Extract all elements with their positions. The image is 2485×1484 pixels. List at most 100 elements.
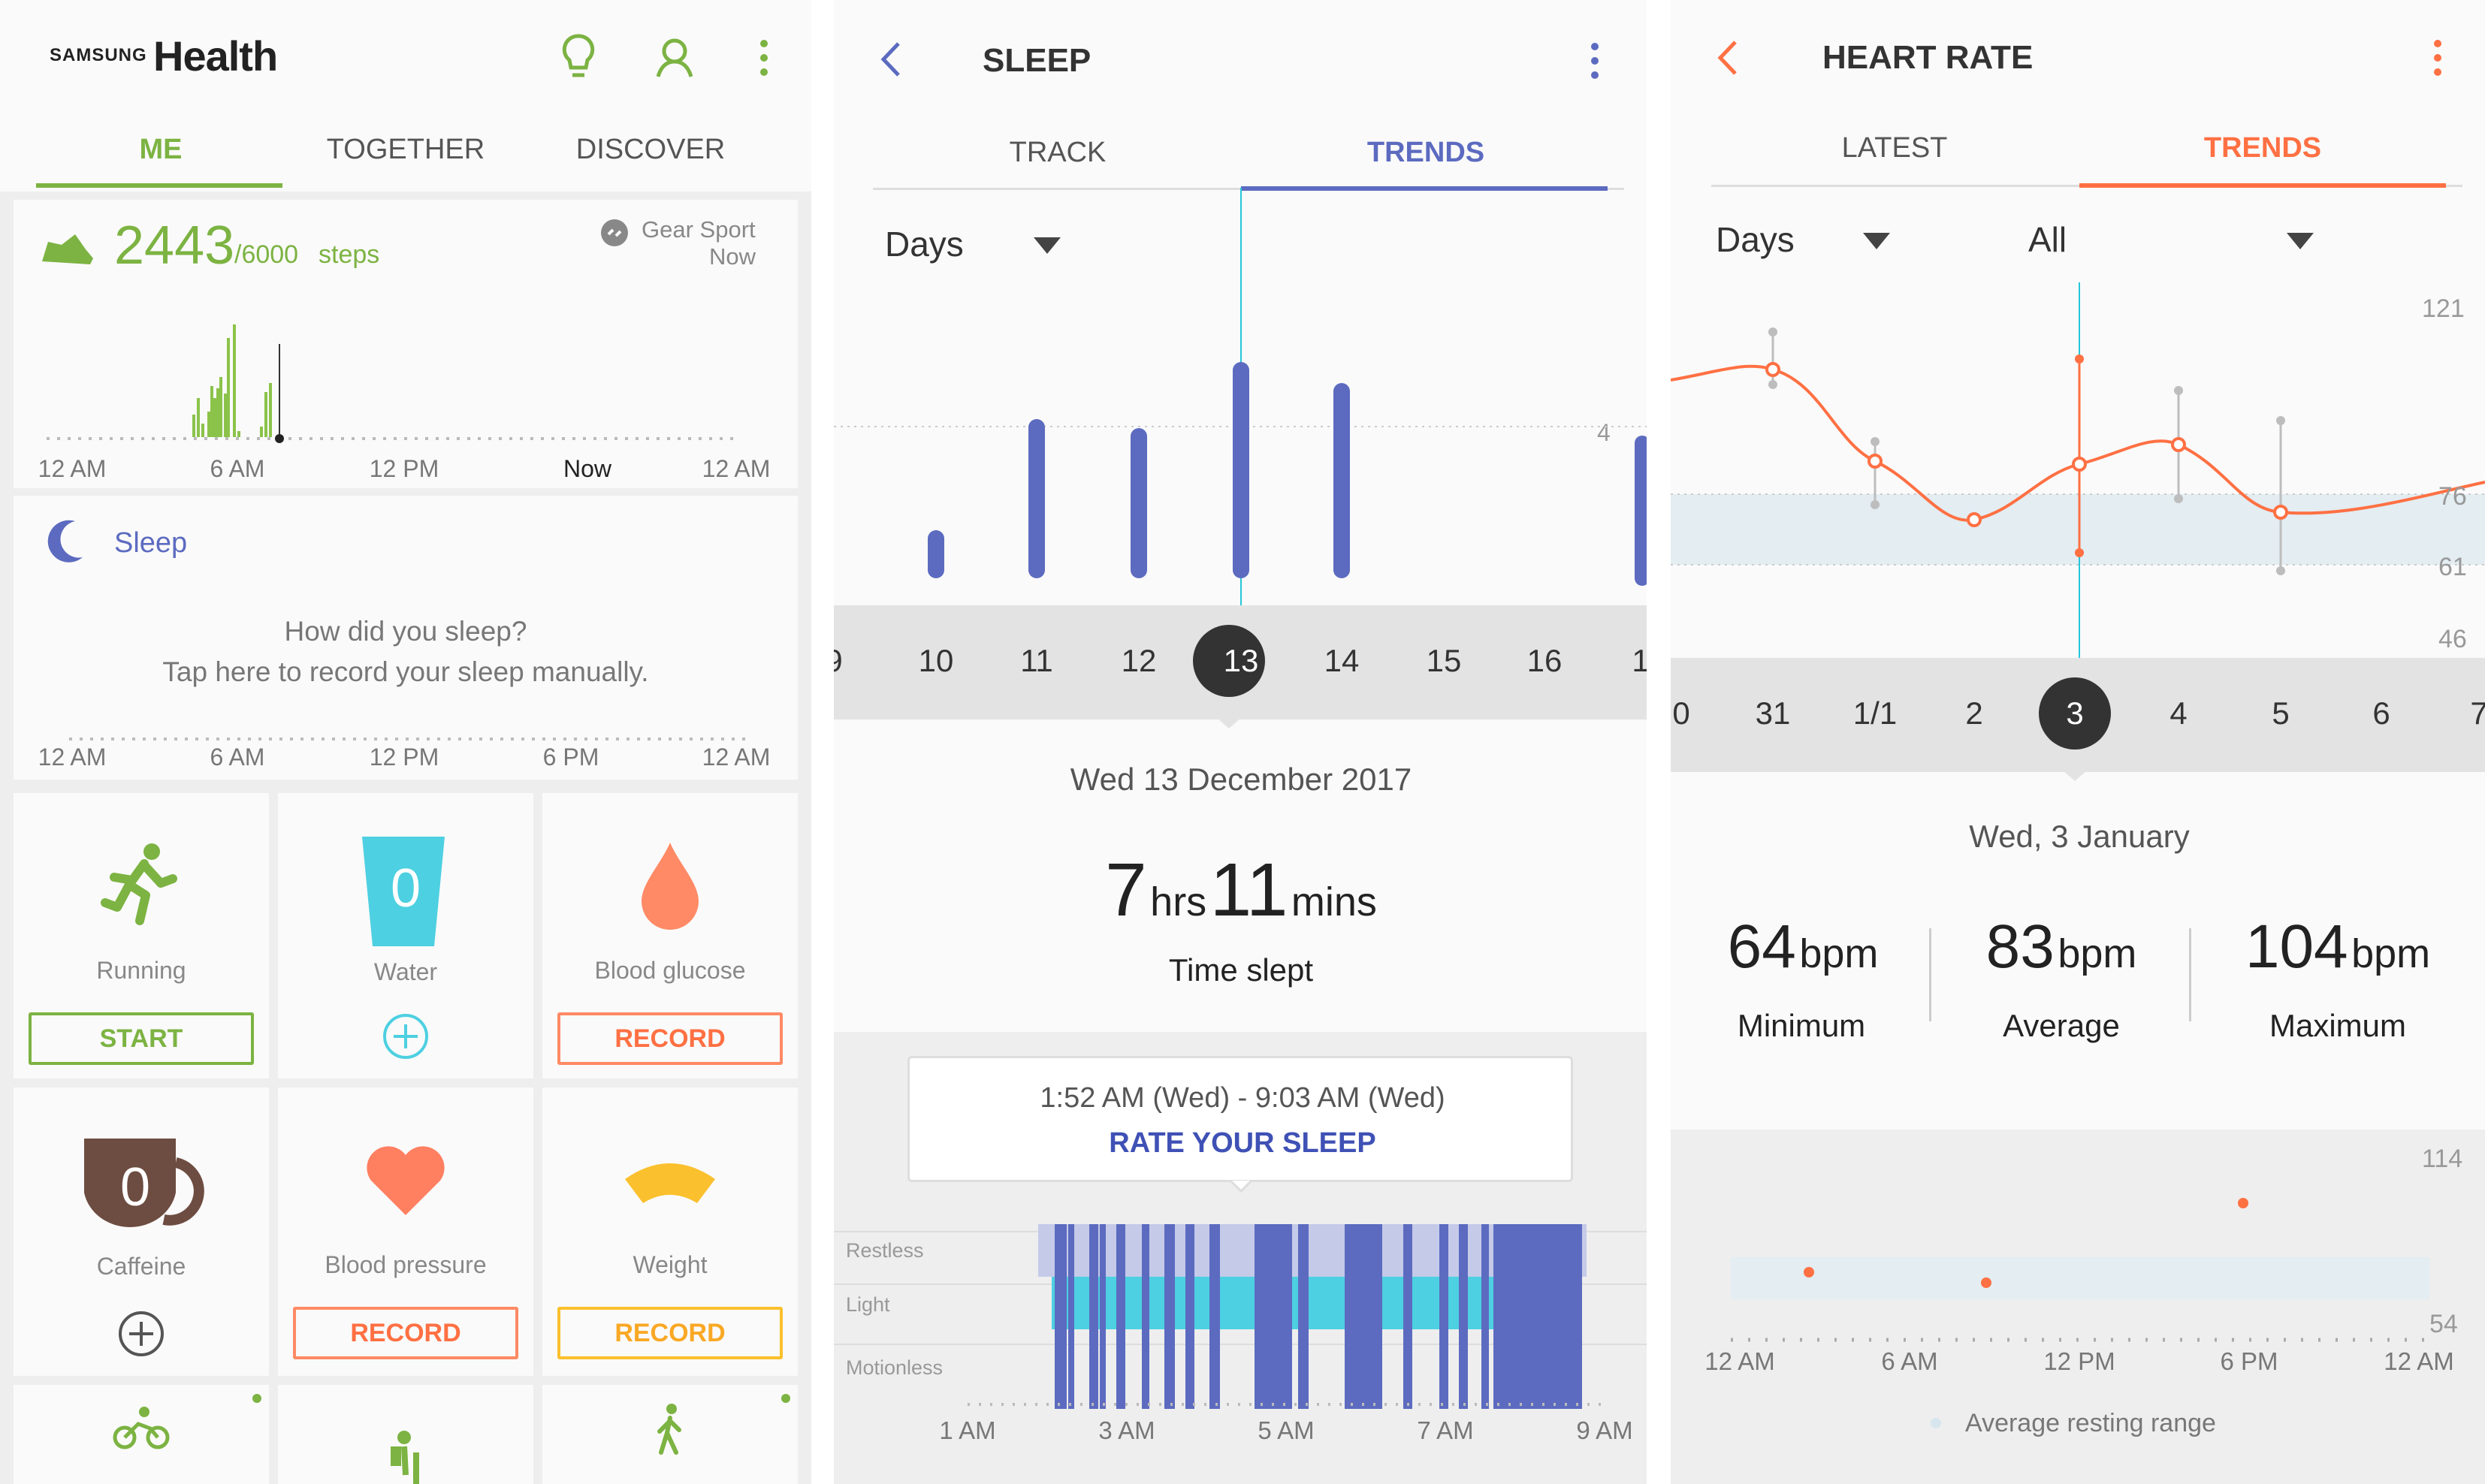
sleep-stage-block [1055,1224,1067,1409]
day-label[interactable]: 16 [1526,643,1563,678]
back-arrow-icon[interactable] [880,41,901,78]
water-cup-icon [362,837,445,946]
day-label[interactable]: 2 [1965,695,1983,731]
step-bar [210,386,213,437]
summary-card-pointer [1229,1179,1253,1193]
add-caffeine-icon[interactable] [117,1310,165,1358]
sleep-time-range: 1:52 AM (Wed) - 9:03 AM (Wed) [1040,1082,1445,1114]
daily-average-point [2072,457,2087,472]
steps-axis-label: 12 AM [702,455,771,482]
sleep-card[interactable]: Sleep How did you sleep? Tap here to rec… [14,496,798,780]
back-arrow-icon[interactable] [1717,39,1738,77]
more-menu-icon[interactable] [2432,39,2443,77]
hiking-tile[interactable] [278,1385,533,1484]
water-count: 0 [390,858,421,918]
chevron-down-icon[interactable] [1863,233,1890,249]
cycling-icon [113,1407,170,1449]
tab-track[interactable]: TRACK [1009,137,1107,168]
period-select[interactable]: Days [1716,220,1795,259]
sleep-axis-label: 6 PM [542,744,599,771]
water-tile[interactable]: 0 Water [278,793,533,1078]
chevron-down-icon[interactable] [2287,233,2314,249]
tab-me[interactable]: ME [139,134,183,165]
tab-latest[interactable]: LATEST [1841,132,1948,164]
running-start-button[interactable]: START [29,1012,254,1065]
day-label[interactable]: 0 [1672,695,1690,731]
weight-tile[interactable]: Weight RECORD [542,1087,798,1376]
step-bar [219,377,222,437]
step-bar [260,427,263,437]
sleep-stage-block [1116,1224,1125,1409]
sleep-stage-block [1364,1224,1375,1409]
brand-samsung: SAMSUNG [50,45,147,65]
chevron-down-icon[interactable] [1034,237,1061,254]
day-label[interactable]: 5 [2272,695,2290,731]
day-label[interactable]: 11 [1020,643,1053,678]
day-label[interactable]: 1 [1632,643,1647,678]
together-people-icon[interactable] [655,36,697,78]
stat-value: 64 [1727,912,1796,981]
walking-tile[interactable] [542,1385,798,1484]
day-label[interactable]: 15 [1426,643,1462,678]
selected-day-pointer [2063,771,2087,781]
time-axis-label: 1 AM [939,1416,996,1444]
day-label-selected[interactable]: 13 [1223,643,1259,678]
steps-unit: steps [319,240,380,269]
step-bar [216,388,219,437]
caffeine-tile[interactable]: 0 Caffeine [14,1087,269,1376]
sleep-axis-label: 6 AM [210,744,265,771]
sleep-stage-block [1255,1224,1292,1409]
stage-label-light: Light [846,1293,890,1316]
watch-link-icon [601,219,628,246]
day-label-selected[interactable]: 3 [2066,695,2084,731]
blood-glucose-record-button[interactable]: RECORD [557,1012,783,1065]
device-name: Gear Sport [642,216,756,243]
step-bar [237,431,240,437]
range-max-point [2174,386,2183,395]
blood-pressure-tile[interactable]: Blood pressure RECORD [278,1087,533,1376]
blood-pressure-record-button[interactable]: RECORD [293,1307,518,1359]
cycling-tile[interactable] [14,1385,269,1484]
tab-trends[interactable]: TRENDS [1366,137,1485,168]
time-axis-label: 6 PM [2220,1347,2278,1375]
sleep-stage-block [1403,1224,1412,1409]
more-menu-icon[interactable] [1590,42,1600,80]
day-label[interactable]: 10 [918,643,954,678]
tips-bulb-icon[interactable] [560,33,596,81]
period-select[interactable]: Days [885,225,964,264]
sleep-summary-card[interactable]: 1:52 AM (Wed) - 9:03 AM (Wed) RATE YOUR … [907,1056,1573,1182]
tab-together[interactable]: TOGETHER [326,134,485,165]
running-label: Running [96,957,186,984]
time-axis-label: 12 AM [1704,1347,1775,1375]
filter-select[interactable]: All [2028,220,2067,259]
sleep-stage-block [1142,1224,1149,1409]
day-label[interactable]: 12 [1121,643,1157,678]
day-label[interactable]: 7 [2470,695,2485,731]
steps-card[interactable]: 2443 /6000 steps Gear Sport Now 12 AM 6 … [14,200,798,488]
blood-glucose-tile[interactable]: Blood glucose RECORD [542,793,798,1078]
more-menu-icon[interactable] [759,39,769,77]
day-label[interactable]: 31 [1755,695,1791,731]
day-label[interactable]: 1/1 [1852,695,1898,731]
tab-discover[interactable]: DISCOVER [575,134,726,165]
resting-range-band [1731,1257,2429,1299]
rate-your-sleep-link[interactable]: RATE YOUR SLEEP [1109,1127,1376,1159]
range-max-point [1768,327,1777,336]
step-bar [201,424,204,437]
heart-rate-reading [1981,1277,1991,1288]
step-bar [224,394,227,437]
running-tile[interactable]: Running START [14,793,269,1078]
step-bar [192,415,195,437]
y-axis-tick: 121 [2422,294,2465,323]
day-label[interactable]: 14 [1324,643,1360,678]
y-axis-tick: 46 [2438,625,2467,653]
day-label[interactable]: 4 [2169,695,2188,731]
steps-axis-label: 6 AM [210,455,265,482]
day-label[interactable]: 6 [2372,695,2390,731]
time-axis-label: 5 AM [1258,1416,1315,1444]
add-water-icon[interactable] [382,1012,430,1060]
day-label[interactable]: 9 [834,643,843,679]
tab-trends[interactable]: TRENDS [2203,132,2322,164]
weight-record-button[interactable]: RECORD [557,1307,783,1359]
now-marker-dot [275,434,284,443]
